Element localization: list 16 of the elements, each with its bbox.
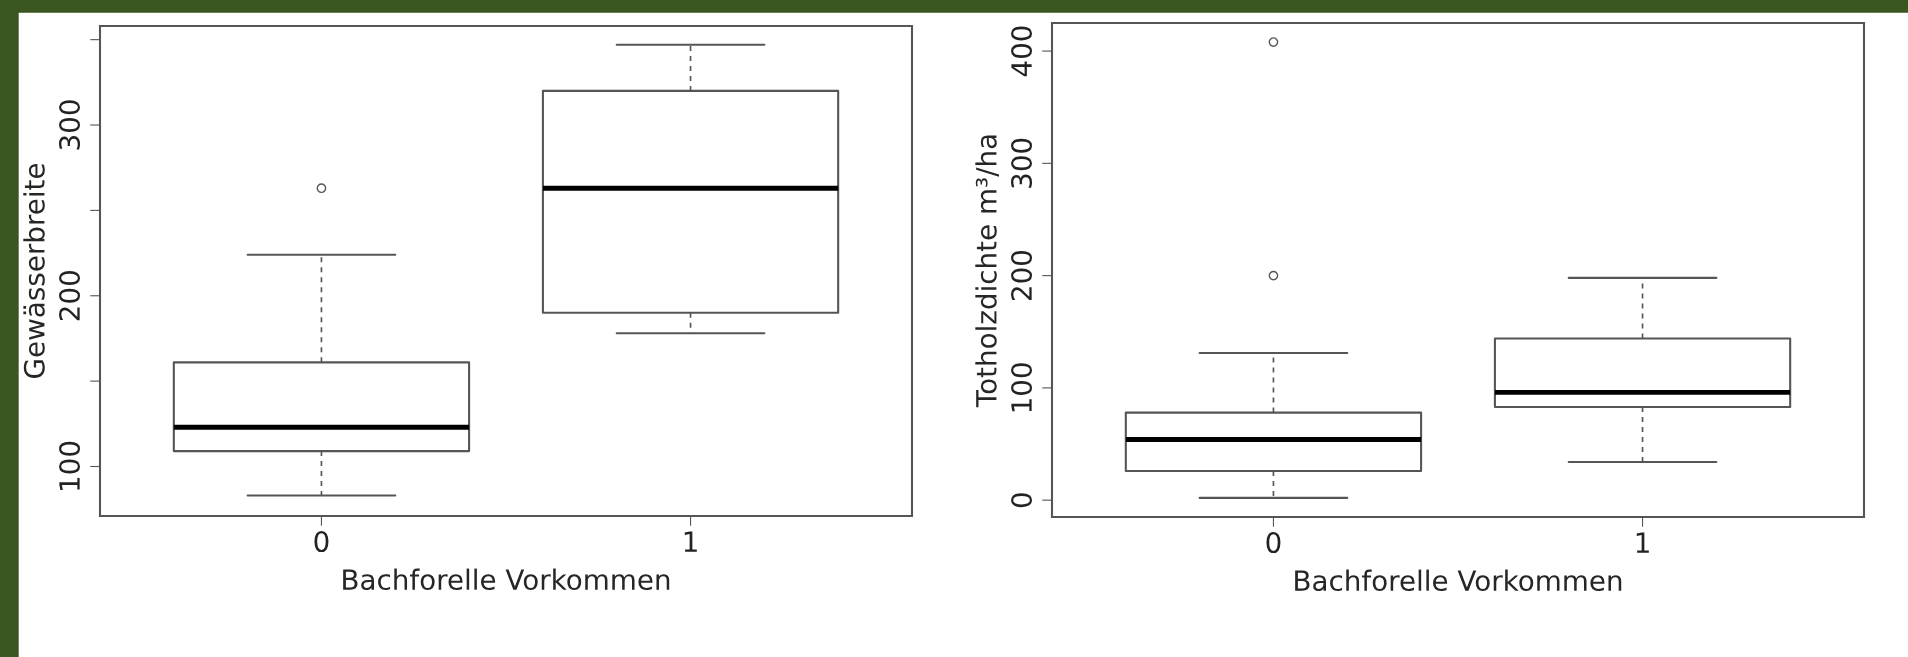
x-tick-label: 1 (1636, 532, 1649, 553)
y-tick-label: 0 (1011, 493, 1033, 508)
x-tick-label: 0 (314, 531, 329, 553)
y-tick-label: 300 (1011, 138, 1033, 188)
y-tick-label: 100 (1011, 363, 1033, 412)
y-tick-label: 400 (1011, 26, 1033, 77)
x-axis-title: Bachforelle Vorkommen (343, 568, 670, 591)
y-tick-label: 100 (59, 441, 81, 490)
x-tick-label: 1 (684, 531, 697, 552)
y-axis-title: Gewässerbreite (23, 163, 45, 378)
x-axis-title: Bachforelle Vorkommen (1295, 569, 1622, 592)
y-axis-title: Totholzdichte m³/ha (975, 135, 999, 408)
y-tick-label: 200 (1011, 250, 1033, 301)
y-tick-label: 200 (59, 271, 81, 321)
y-tick-label: 300 (59, 100, 81, 150)
x-tick-label: 0 (1266, 532, 1281, 554)
